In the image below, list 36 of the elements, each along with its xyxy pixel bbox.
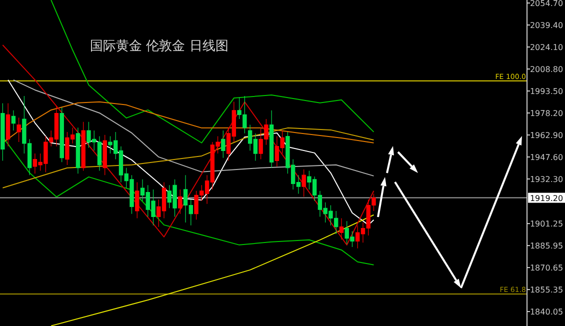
- y-tick-label: 1947.60: [530, 152, 564, 162]
- line-series: [2, 101, 374, 144]
- candlestick: [76, 127, 80, 174]
- candlestick: [6, 102, 10, 147]
- candlestick: [221, 130, 226, 158]
- line-series: [50, 0, 374, 144]
- y-tick-label: 2008.80: [530, 64, 564, 74]
- line-series: [50, 214, 374, 326]
- line-series: [8, 79, 374, 226]
- candlestick: [269, 110, 274, 168]
- y-tick-label: 1978.20: [530, 108, 564, 118]
- candlestick: [302, 169, 306, 197]
- y-tick-label: 2039.40: [530, 21, 564, 30]
- y-tick-label: 1962.90: [530, 130, 564, 140]
- y-tick-label: 1993.50: [530, 86, 564, 96]
- candlestick: [135, 182, 140, 218]
- candlestick: [60, 107, 64, 162]
- y-tick-label: 1901.25: [530, 220, 564, 229]
- y-tick-label: 1855.35: [530, 286, 564, 295]
- ref-line-label: 1919.20: [530, 194, 564, 203]
- y-tick-label: 1870.65: [530, 264, 564, 273]
- line-series: [2, 127, 374, 188]
- y-tick-label: 1840.05: [530, 308, 564, 317]
- candlestick: [16, 117, 21, 142]
- text: 国际黄金 伦敦金 日线图: [90, 39, 228, 54]
- candlestick: [0, 102, 5, 161]
- candlestick: [11, 110, 16, 131]
- line-series: [12, 79, 374, 176]
- y-tick-label: 1885.95: [530, 242, 564, 251]
- y-tick-label: 1932.30: [530, 174, 564, 184]
- candlestick: [178, 189, 182, 214]
- y-tick-label: 2054.70: [530, 0, 564, 8]
- candlestick: [339, 218, 344, 240]
- candlestick: [102, 134, 107, 176]
- y-tick-label: 2024.10: [530, 43, 564, 52]
- candlestick: [81, 122, 86, 172]
